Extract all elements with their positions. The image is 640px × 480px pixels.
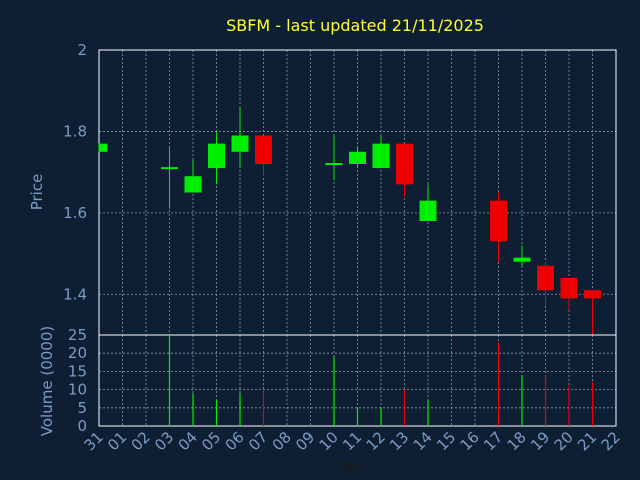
candle-body [255,135,272,164]
candle [419,184,437,221]
price-tick-label: 2 [77,41,87,59]
price-tick-label: 1.4 [63,285,87,303]
x-axis-label: Day [333,459,361,475]
candle [161,147,178,209]
price-panel: 2 1.8 1.6 1.4 [63,41,617,336]
candle-body [184,176,202,193]
price-tick-label: 1.6 [63,204,87,222]
candle-body [372,143,390,169]
volume-tick-label: 15 [68,362,87,380]
x-tick-label: 04 [175,428,201,454]
volume-tick-label: 0 [77,417,87,435]
volume-tick-label: 5 [77,399,87,417]
chart-title: SBFM - last updated 21/11/2025 [226,16,484,35]
candle [349,147,366,169]
x-tick-label: 14 [410,428,436,454]
candle [560,278,578,311]
x-tick-label: 19 [527,428,553,454]
volume-tick-label: 20 [68,344,87,362]
candle-body [231,135,249,152]
x-tick-label: 18 [504,428,530,454]
candle-body [490,200,507,242]
candle-body [584,290,601,299]
price-axis-label: Price [28,174,46,211]
x-tick-label: 16 [457,428,483,454]
candle [396,143,413,197]
x-tick-label: 15 [433,428,459,454]
x-tick-label: 07 [245,428,271,454]
x-tick-label: 17 [480,428,506,454]
x-tick-label: 10 [316,428,342,454]
candle-body [513,257,531,262]
candle [325,135,343,181]
candle [98,143,108,152]
x-tick-label: 06 [222,428,248,454]
x-tick-label: 09 [292,428,318,454]
price-tick-label: 1.8 [63,122,87,140]
x-tick-label: 11 [339,428,365,454]
candle-body [349,151,366,164]
x-tick-label: 03 [151,428,177,454]
x-tick-label: 21 [574,428,600,454]
candle [584,290,601,335]
candle [231,107,249,169]
candle [372,135,390,169]
candle-body [560,278,578,299]
x-tick-label: 13 [386,428,412,454]
price-frame [98,49,617,336]
volume-tick-label: 10 [68,381,87,399]
x-tick-label: 05 [198,428,224,454]
candle-body [419,200,437,221]
x-tick-label: 01 [104,428,130,454]
candle [184,159,202,193]
candle [490,192,507,262]
candle [255,135,272,177]
x-tick-label: 20 [551,428,577,454]
candle-body [537,265,554,291]
candle [513,245,531,266]
candle-body [208,143,225,169]
candle [537,261,554,307]
x-tick-label: 22 [598,428,624,454]
candle [208,131,225,185]
candle-body [99,143,108,152]
candle-body [396,143,413,185]
x-tick-label: 02 [128,428,154,454]
x-tick-label: 08 [269,428,295,454]
volume-axis-label: Volume (0000) [38,326,56,436]
volume-panel: 2520151050310102030405060708091011121314… [68,326,624,454]
x-tick-label: 12 [363,428,389,454]
volume-tick-label: 25 [68,326,87,344]
